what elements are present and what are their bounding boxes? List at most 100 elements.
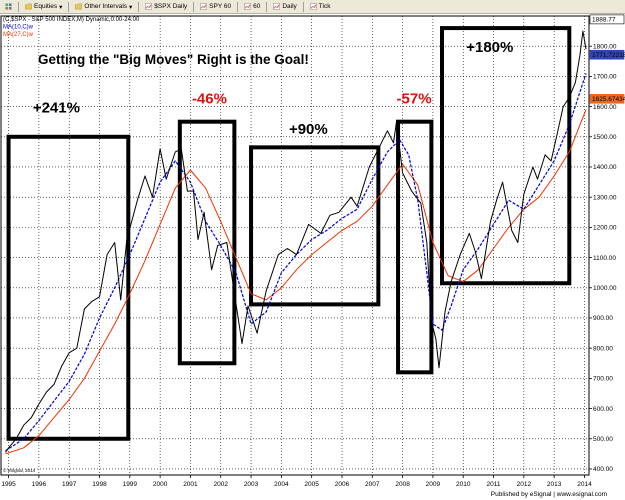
y-tick-label: 600.00 — [593, 406, 613, 413]
x-tick-label: 2000 — [153, 481, 168, 488]
credit-text: Published by eSignal | www.esignal.com — [490, 491, 607, 498]
toolbar-item-label: SPY 60 — [209, 3, 232, 10]
ma27-line — [5, 109, 587, 455]
y-tick-label: 1000.00 — [593, 285, 617, 292]
grid — [0, 15, 590, 476]
x-tick-label: 2011 — [487, 481, 501, 488]
x-tick-label: 1995 — [1, 481, 16, 488]
legend-entry: MA(27,C)w — [3, 32, 34, 38]
y-tick-label: 1800.00 — [593, 43, 617, 50]
toolbar-item[interactable]: Other Intervals ▾ — [72, 1, 135, 12]
x-tick-label: 1997 — [62, 481, 77, 488]
toolbar: Equities ▾ Other Intervals ▾ $SPX Daily SPY 6… — [0, 0, 625, 14]
x-tick-label: 2010 — [456, 481, 471, 488]
series-lines — [5, 30, 587, 455]
y-tick-label: 1400.00 — [593, 164, 617, 171]
x-tick-label: 2004 — [274, 481, 289, 488]
ma27-last-badge-bg — [589, 94, 625, 104]
chart-icon — [310, 3, 317, 10]
axes: 400.00 500.00 600.00 700.00 800.00 900.00 1000… — [1, 14, 625, 488]
chart-icon — [145, 3, 153, 10]
toolbar-item[interactable] — [2, 1, 15, 12]
y-tick-label: 500.00 — [593, 436, 613, 443]
x-tick-label: 2001 — [183, 481, 198, 488]
chevron-down-icon: ▾ — [59, 3, 63, 11]
x-tick-label: 2006 — [335, 481, 350, 488]
toolbar-separator — [193, 1, 195, 12]
ma10-line — [5, 73, 587, 452]
price-last-badge-bg — [589, 14, 625, 25]
copyright-text: © eSignal, 2014 — [3, 467, 36, 473]
x-tick-label: 2005 — [304, 481, 319, 488]
ma27-last-badge: 1625.67434 — [592, 96, 625, 103]
y-tick-label: 700.00 — [593, 376, 613, 383]
x-tick-label: 2009 — [426, 481, 441, 488]
toolbar-item[interactable]: Equities ▾ — [22, 1, 65, 12]
toolbar-item-label: Daily — [282, 3, 297, 10]
chart: +241% -46% +90% -57% +180% 400.00 500.00 600.0… — [0, 14, 625, 500]
toolbar-item-label: Tick — [318, 3, 331, 10]
x-tick-label: 2007 — [365, 481, 380, 488]
toolbar-item[interactable]: Daily — [270, 1, 299, 12]
toolbar-item-label: Other Intervals — [84, 3, 128, 10]
annotation-label: -57% — [397, 91, 432, 108]
y-tick-label: 1700.00 — [593, 74, 617, 81]
x-tick-label: 1996 — [32, 481, 47, 488]
ma10-last-badge-bg — [589, 49, 625, 60]
annotation-box — [177, 119, 237, 366]
annotation-box — [396, 119, 434, 375]
toolbar-item-label: $SPX Daily — [154, 3, 188, 10]
toolbar-item-label: 60 — [253, 3, 261, 10]
annotation-box — [6, 134, 131, 441]
annotation-label: +90% — [289, 121, 328, 138]
toolbar-separator — [68, 1, 70, 12]
toolbar-separator — [237, 1, 239, 12]
y-tick-label: 800.00 — [593, 345, 613, 352]
y-tick-label: 1600.00 — [593, 104, 617, 111]
x-tick-label: 1999 — [123, 481, 138, 488]
chart-title: Getting the "Big Moves" Right is the Goa… — [38, 52, 309, 67]
x-tick-label: 2012 — [517, 481, 532, 488]
annotation-labels: +241% -46% +90% -57% +180% — [33, 39, 514, 138]
legend-entry: (C,$SPX - S&P 500 INDEX,M) Dynamic,0:00-… — [3, 17, 140, 23]
annotation-label: +180% — [466, 39, 513, 56]
chart-icon — [244, 3, 251, 10]
x-tick-label: 2002 — [214, 481, 229, 488]
price-line — [5, 30, 587, 453]
chevron-down-icon: ▾ — [129, 3, 133, 11]
x-tick-label: 2003 — [244, 481, 259, 488]
annotation-label: +241% — [33, 100, 80, 117]
toolbar-separator — [138, 1, 140, 12]
x-tick-label: 1998 — [92, 481, 107, 488]
toolbar-separator — [18, 1, 19, 12]
y-tick-label: 400.00 — [593, 466, 613, 473]
price-last-badge: 1888.77 — [592, 17, 616, 24]
x-tick-label: 2014 — [577, 481, 592, 488]
x-tick-label: 2013 — [547, 481, 562, 488]
toolbar-item-label: Equities — [34, 3, 58, 10]
annotation-box — [440, 26, 572, 286]
toolbar-item[interactable]: $SPX Daily — [142, 1, 190, 12]
folder-icon — [75, 3, 83, 10]
annotation-box — [249, 145, 381, 307]
y-tick-label: 900.00 — [593, 315, 613, 322]
y-tick-label: 1300.00 — [593, 194, 617, 201]
toolbar-item[interactable]: 60 — [241, 1, 263, 12]
plot-frame — [0, 15, 590, 476]
y-tick-label: 1100.00 — [593, 255, 616, 262]
chart-icon — [273, 3, 281, 10]
annotation-label: -46% — [192, 91, 227, 108]
ma10-last-badge: 1771.72218 — [592, 52, 625, 59]
chart-header: (C,$SPX - S&P 500 INDEX,M) Dynamic,0:00-… — [3, 17, 140, 473]
y-tick-label: 1200.00 — [593, 225, 617, 232]
y-tick-label: 1500.00 — [593, 134, 617, 141]
chart-icon — [200, 3, 207, 10]
annotation-boxes — [6, 26, 572, 441]
toolbar-item[interactable]: SPY 60 — [197, 1, 234, 12]
grid-icon — [5, 3, 12, 10]
toolbar-separator — [302, 1, 304, 12]
toolbar-item[interactable]: Tick — [307, 1, 334, 12]
toolbar-separator — [266, 1, 268, 12]
folder-icon — [25, 3, 32, 10]
legend-entry: MA(10,C)w — [3, 25, 34, 31]
